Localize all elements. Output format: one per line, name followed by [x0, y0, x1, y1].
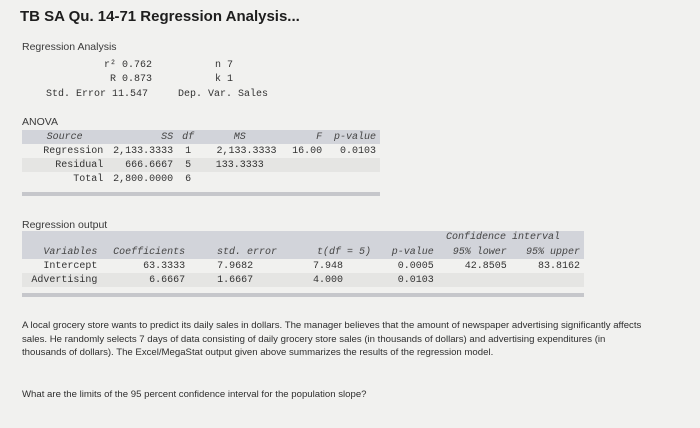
anova-table: Source SS df MS F p-value Regression 2,1… [22, 130, 380, 186]
anova-header-source: Source [22, 130, 108, 144]
regression-header-band [22, 231, 584, 245]
anova-cell [280, 172, 326, 186]
anova-header-df: df [177, 130, 200, 144]
anova-label: ANOVA [22, 116, 58, 128]
anova-header-pvalue: p-value [326, 130, 380, 144]
anova-cell [199, 172, 280, 186]
dep-var-stat: Dep. Var. Sales [178, 89, 269, 100]
r2-stat: r² 0.762 [104, 60, 153, 71]
anova-header-ms: MS [199, 130, 281, 144]
reg-cell: 0.0103 [375, 273, 438, 287]
reg-header-variables: Variables [22, 245, 102, 259]
anova-cell [326, 158, 380, 172]
regression-output-table: Variables Coefficients std. error t(df =… [22, 245, 584, 287]
anova-header-ss: SS [107, 130, 178, 144]
reg-cell: 42.8505 [464, 260, 507, 272]
anova-header-f: F [280, 130, 327, 144]
anova-cell: 133.3333 [199, 158, 281, 172]
reg-cell: Advertising [22, 273, 102, 287]
k-stat: k 1 [215, 74, 234, 85]
reg-cell: 4.000 [281, 273, 376, 287]
reg-cell: 63.3333 [143, 260, 186, 272]
anova-cell: 16.00 [292, 145, 323, 157]
anova-cell: 5 [177, 158, 200, 172]
reg-cell [437, 273, 511, 287]
reg-cell: 0.0005 [397, 260, 434, 272]
reg-header-95-lower: 95% lower [437, 245, 511, 259]
regression-divider [22, 293, 584, 297]
reg-cell [510, 273, 584, 287]
regression-row-intercept: Intercept 63.3333 7.9682 7.948 0.0005 42… [22, 259, 584, 273]
page-title: TB SA Qu. 14-71 Regression Analysis... [20, 8, 300, 25]
anova-cell: 2,133.3333 [113, 145, 174, 157]
reg-cell: 1.6667 [189, 273, 282, 287]
anova-cell: Regression [43, 145, 104, 157]
reg-cell: Intercept [43, 260, 98, 272]
r-stat: R 0.873 [110, 74, 153, 85]
anova-cell: 1 [185, 145, 192, 157]
reg-cell: 7.9682 [217, 260, 254, 272]
anova-cell: 6 [185, 173, 192, 185]
reg-header-t: t(df = 5) [281, 245, 376, 259]
problem-paragraph: A local grocery store wants to predict i… [22, 320, 642, 359]
anova-row-total: Total 2,800.0000 6 [22, 172, 380, 186]
anova-cell [326, 172, 380, 186]
anova-cell [280, 158, 327, 172]
anova-cell: 2,800.0000 [113, 173, 174, 185]
anova-cell: 0.0103 [339, 145, 376, 157]
anova-cell: Total [73, 173, 104, 185]
regression-row-advertising: Advertising 6.6667 1.6667 4.000 0.0103 [22, 273, 584, 287]
anova-cell: 2,133.3333 [216, 145, 277, 157]
std-error-stat: Std. Error 11.547 [46, 89, 149, 100]
regression-header-row: Variables Coefficients std. error t(df =… [22, 245, 584, 259]
anova-row-residual: Residual 666.6667 5 133.3333 [22, 158, 380, 172]
anova-row-regression: Regression 2,133.3333 1 2,133.3333 16.00… [22, 144, 380, 158]
n-stat: n 7 [215, 60, 234, 71]
reg-cell: 7.948 [313, 260, 344, 272]
anova-header-row: Source SS df MS F p-value [22, 130, 380, 144]
anova-cell: 666.6667 [107, 158, 178, 172]
reg-header-coefficients: Coefficients [101, 245, 190, 259]
reg-cell: 6.6667 [101, 273, 190, 287]
anova-divider [22, 192, 380, 196]
problem-question: What are the limits of the 95 percent co… [22, 389, 367, 400]
reg-header-pvalue: p-value [375, 245, 438, 259]
reg-header-95-upper: 95% upper [510, 245, 584, 259]
confidence-interval-header: Confidence interval [446, 232, 561, 243]
regression-output-label: Regression output [22, 219, 108, 231]
anova-cell: Residual [22, 158, 108, 172]
regression-analysis-label: Regression Analysis [22, 41, 117, 53]
reg-header-std-error: std. error [189, 245, 282, 259]
reg-cell: 83.8162 [537, 260, 580, 272]
